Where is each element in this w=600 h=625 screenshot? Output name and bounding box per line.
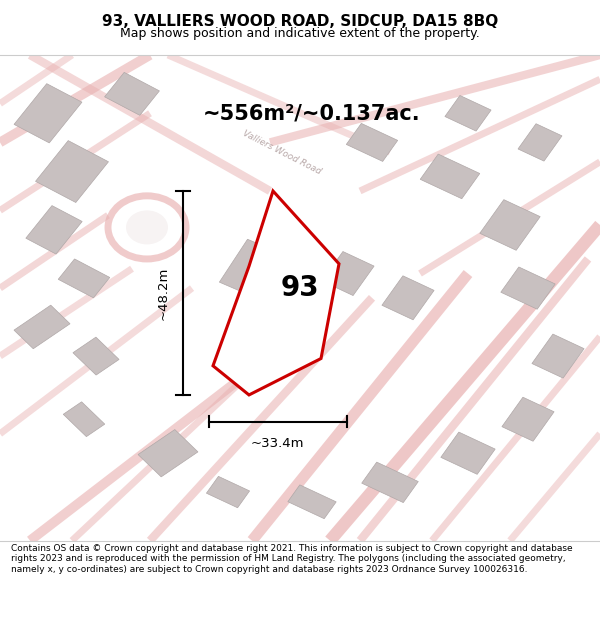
- Polygon shape: [420, 154, 480, 199]
- Polygon shape: [501, 267, 555, 309]
- Polygon shape: [322, 251, 374, 296]
- Polygon shape: [35, 141, 109, 202]
- Text: ~48.2m: ~48.2m: [157, 266, 170, 319]
- Polygon shape: [213, 191, 339, 395]
- Text: Map shows position and indicative extent of the property.: Map shows position and indicative extent…: [120, 27, 480, 40]
- Polygon shape: [220, 239, 284, 298]
- Polygon shape: [518, 124, 562, 161]
- Polygon shape: [441, 432, 495, 474]
- Polygon shape: [288, 485, 336, 519]
- Text: 93, VALLIERS WOOD ROAD, SIDCUP, DA15 8BQ: 93, VALLIERS WOOD ROAD, SIDCUP, DA15 8BQ: [102, 14, 498, 29]
- Polygon shape: [362, 462, 418, 503]
- Text: ~33.4m: ~33.4m: [251, 437, 305, 450]
- Polygon shape: [346, 123, 398, 161]
- Polygon shape: [382, 276, 434, 320]
- Text: ~556m²/~0.137ac.: ~556m²/~0.137ac.: [203, 103, 421, 123]
- Polygon shape: [73, 337, 119, 375]
- Text: Valliers Wood Road: Valliers Wood Road: [241, 128, 323, 176]
- Polygon shape: [532, 334, 584, 378]
- Text: Contains OS data © Crown copyright and database right 2021. This information is : Contains OS data © Crown copyright and d…: [11, 544, 572, 574]
- Polygon shape: [138, 429, 198, 477]
- Polygon shape: [14, 305, 70, 349]
- Circle shape: [126, 211, 168, 244]
- Polygon shape: [14, 84, 82, 143]
- Polygon shape: [63, 402, 105, 437]
- Polygon shape: [104, 72, 160, 116]
- Polygon shape: [502, 398, 554, 441]
- Polygon shape: [206, 476, 250, 508]
- Polygon shape: [26, 206, 82, 254]
- Polygon shape: [445, 96, 491, 131]
- Text: 93: 93: [281, 274, 319, 302]
- Polygon shape: [58, 259, 110, 298]
- Polygon shape: [480, 199, 540, 250]
